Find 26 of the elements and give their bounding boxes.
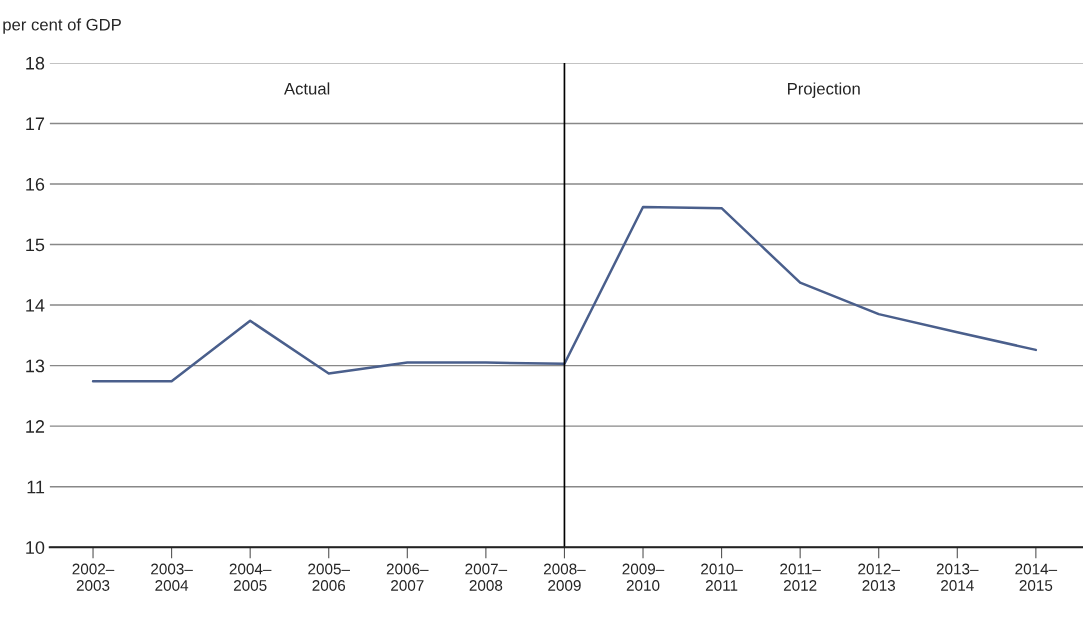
- annotation: Actual: [284, 82, 330, 95]
- y-tick-label: 11: [27, 480, 45, 494]
- x-tick-label: 2004– 2005: [229, 563, 272, 591]
- y-tick-label: 10: [26, 541, 45, 554]
- y-tick-label: 13: [26, 359, 45, 373]
- annotation: Projection: [788, 82, 860, 98]
- y-tick-label: 14: [26, 299, 45, 312]
- x-tick-label: 2002– 2003: [72, 563, 115, 591]
- x-tick-label: 2014– 2015: [1015, 563, 1058, 591]
- x-tick-label: 2010– 2011: [701, 563, 743, 591]
- x-tick-label: 2005– 2006: [308, 563, 350, 591]
- x-tick-label: 2013– 2014: [936, 563, 979, 591]
- y-tick-label: 16: [26, 177, 45, 191]
- x-tick-label: 2008– 2009: [543, 563, 586, 591]
- y-tick-label: 12: [26, 420, 45, 433]
- x-tick-label: 2003– 2004: [151, 563, 193, 591]
- y-tick-label: 17: [26, 117, 45, 130]
- y-axis-title: per cent of GDP: [3, 18, 121, 34]
- y-tick-label: 18: [26, 56, 45, 70]
- y-tick-label: 15: [26, 238, 45, 252]
- x-tick-label: 2012– 2013: [858, 563, 900, 591]
- x-tick-label: 2007– 2008: [465, 563, 508, 591]
- x-tick-label: 2011– 2012: [780, 563, 821, 591]
- x-tick-label: 2006– 2007: [386, 563, 429, 591]
- x-tick-label: 2009– 2010: [622, 563, 665, 591]
- line-series: [91, 205, 1038, 383]
